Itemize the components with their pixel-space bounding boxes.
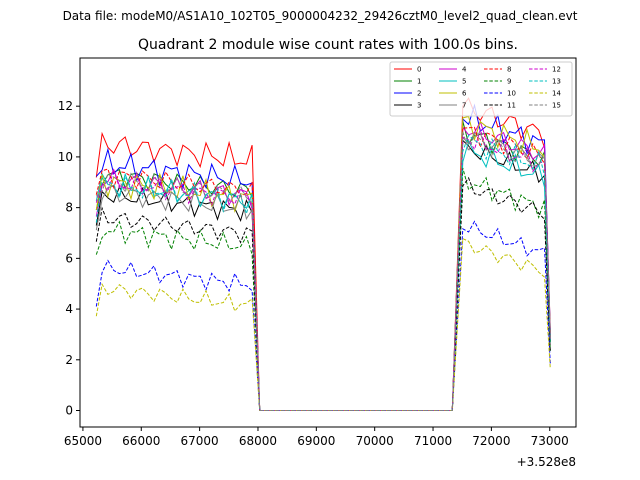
chart-title: Quadrant 2 module wise count rates with … [138, 37, 518, 53]
series-1-line [95, 120, 551, 411]
x-tick-label: 65000 [64, 434, 102, 448]
legend-label-14: 14 [552, 90, 561, 98]
legend-label-8: 8 [507, 66, 511, 74]
x-tick-label: 69000 [297, 434, 335, 448]
x-tick-label: 71000 [414, 434, 452, 448]
x-tick-label: 67000 [181, 434, 219, 448]
legend-label-15: 15 [552, 102, 561, 110]
legend-label-2: 2 [417, 90, 421, 98]
y-tick-label: 2 [65, 353, 73, 367]
series-14-line [95, 237, 551, 411]
series-11-line [95, 176, 551, 411]
legend-label-1: 1 [417, 78, 421, 86]
legend-label-4: 4 [462, 66, 467, 74]
series-4-line [95, 120, 551, 411]
y-axis: 0 2 4 6 8 10 12 [58, 99, 80, 418]
legend-label-3: 3 [417, 102, 421, 110]
y-tick-label: 0 [65, 404, 73, 418]
x-tick-label: 73000 [531, 434, 569, 448]
legend-label-5: 5 [462, 78, 466, 86]
x-tick-label: 72000 [472, 434, 510, 448]
series-10-line [95, 220, 551, 411]
y-tick-label: 4 [65, 302, 73, 316]
series-15-line [95, 131, 551, 411]
series-8-line [95, 126, 551, 411]
series-0-line [95, 97, 551, 411]
series-5-line [95, 139, 551, 411]
series-2-line [95, 103, 551, 411]
x-tick-label: 70000 [356, 434, 394, 448]
legend-label-11: 11 [507, 102, 516, 110]
legend-label-6: 6 [462, 90, 467, 98]
series-3-line [95, 139, 551, 411]
legend-label-0: 0 [417, 66, 421, 74]
series-13-line [95, 134, 551, 411]
legend-box [389, 61, 573, 117]
y-tick-label: 10 [58, 150, 73, 164]
x-tick-label: 66000 [122, 434, 160, 448]
series-layer [95, 97, 551, 411]
legend-label-13: 13 [552, 78, 561, 86]
legend-label-7: 7 [462, 102, 466, 110]
series-9-line [95, 167, 551, 411]
legend-label-10: 10 [507, 90, 516, 98]
x-tick-label: 68000 [239, 434, 277, 448]
chart-suptitle: Data file: modeM0/AS1A10_102T05_90000042… [63, 9, 578, 23]
legend-label-12: 12 [552, 66, 561, 74]
y-tick-label: 6 [65, 251, 73, 265]
plot-frame [79, 57, 577, 428]
y-tick-label: 8 [65, 201, 73, 215]
x-offset-label: +3.528e8 [517, 455, 576, 469]
y-tick-label: 12 [58, 99, 73, 113]
series-7-line [95, 132, 551, 411]
x-axis: 65000 66000 67000 68000 69000 70000 71000 72000… [64, 427, 569, 448]
legend-label-9: 9 [507, 78, 511, 86]
